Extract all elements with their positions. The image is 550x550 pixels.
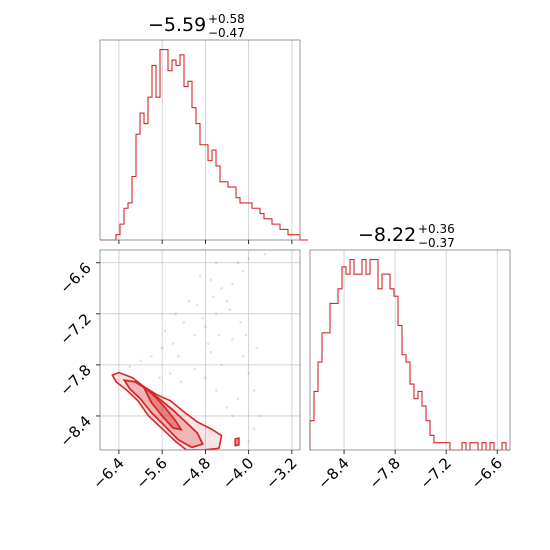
joint-xtick-label: −4.0 [219,454,257,492]
joint-plot-area [111,252,267,450]
joint-scatter-point [187,299,191,303]
joint-scatter-point [206,342,210,345]
joint-scatter-point [163,329,167,333]
joint-xtick-label: −6.4 [89,454,127,492]
joint-xtick-label: −3.2 [262,454,300,492]
joint-scatter-point [179,380,183,384]
param2-histogram-line [309,258,510,451]
joint-scatter-point [198,274,202,277]
joint-scatter-point [160,346,164,350]
joint-scatter-point [225,299,229,303]
joint-scatter-point [263,252,267,256]
joint-scatter-point [204,325,207,328]
param2-title-plus: +0.36 [418,222,455,236]
joint-ytick-label: −6.6 [56,259,94,297]
joint-scatter-point [209,278,213,282]
joint-scatter-point [139,359,142,362]
joint-scatter-point [247,440,250,443]
joint-xtick-label: −4.8 [176,454,214,492]
joint-scatter-point [174,312,177,316]
joint-scatter-point [252,427,256,431]
joint-scatter-point [171,342,175,345]
param1-histogram-panel [99,39,308,244]
joint-scatter-point [258,414,261,418]
joint-scatter-point [241,269,245,273]
joint-scatter-point [247,372,250,375]
joint-scatter-point [214,261,218,265]
joint-scatter-point [150,355,153,358]
joint-scatter-point [195,304,199,307]
joint-scatter-point [252,389,256,392]
joint-xtick-label: −5.6 [132,454,170,492]
joint-scatter-point [241,355,245,358]
joint-scatter-point [209,350,213,354]
joint-scatter-point [228,308,232,311]
joint-scatter-point [220,286,223,290]
joint-scatter-point [177,355,180,358]
joint-scatter-point [128,365,132,368]
joint-scatter-point [193,367,196,371]
param1-frame [99,39,301,241]
param1-title-plus: +0.58 [208,12,245,26]
joint-scatter-point [214,389,218,392]
joint-scatter-point [158,376,161,379]
joint-scatter-point [193,333,196,337]
joint-scatter-point [239,321,242,324]
param1-title-median: −5.59 [148,14,206,36]
param2-xtick-label: −6.6 [468,454,506,492]
param2-title-minus: −0.37 [418,236,455,250]
param2-title-median: −8.22 [358,224,416,246]
joint-frame [99,249,301,451]
joint-scatter-point [182,321,186,324]
joint-scatter-point [231,338,234,341]
joint-scatter-point [168,372,172,375]
joint-scatter-point [204,376,207,379]
joint-contour-island [234,437,240,447]
joint-scatter-point [212,295,215,299]
joint-scatter-point [225,406,229,409]
joint-scatter-point [236,261,240,265]
param1-title-minus: −0.47 [208,26,245,40]
joint-ytick-label: −8.4 [56,412,94,450]
joint-scatter-point [247,257,250,260]
param2-xtick-label: −8.4 [314,454,352,492]
joint-scatter-point [244,333,248,337]
joint-contour-inner [142,385,183,431]
joint-scatter-point [231,282,234,286]
param2-xtick-label: −7.2 [417,454,455,492]
joint-scatter-point [214,312,218,316]
joint-ytick-label: −7.8 [56,361,94,399]
param2-xtick-label: −7.8 [365,454,403,492]
joint-scatter-point [236,397,240,401]
param2-frame [309,249,511,451]
param2-histogram-panel: −8.4 −7.8 −7.2 −6.6 [309,249,511,493]
joint-scatter-panel: −6.4 −5.6 −4.8 −4.0 −3.2 −6.6 −7.2 −7.8 −8.4 [56,249,301,493]
joint-scatter-point [217,333,221,337]
joint-scatter-point [201,316,205,320]
joint-scatter-point [231,414,234,418]
joint-ytick-label: −7.2 [56,310,94,348]
param1-histogram-line [100,48,308,241]
joint-scatter-point [220,363,223,367]
joint-scatter-point [255,346,259,350]
